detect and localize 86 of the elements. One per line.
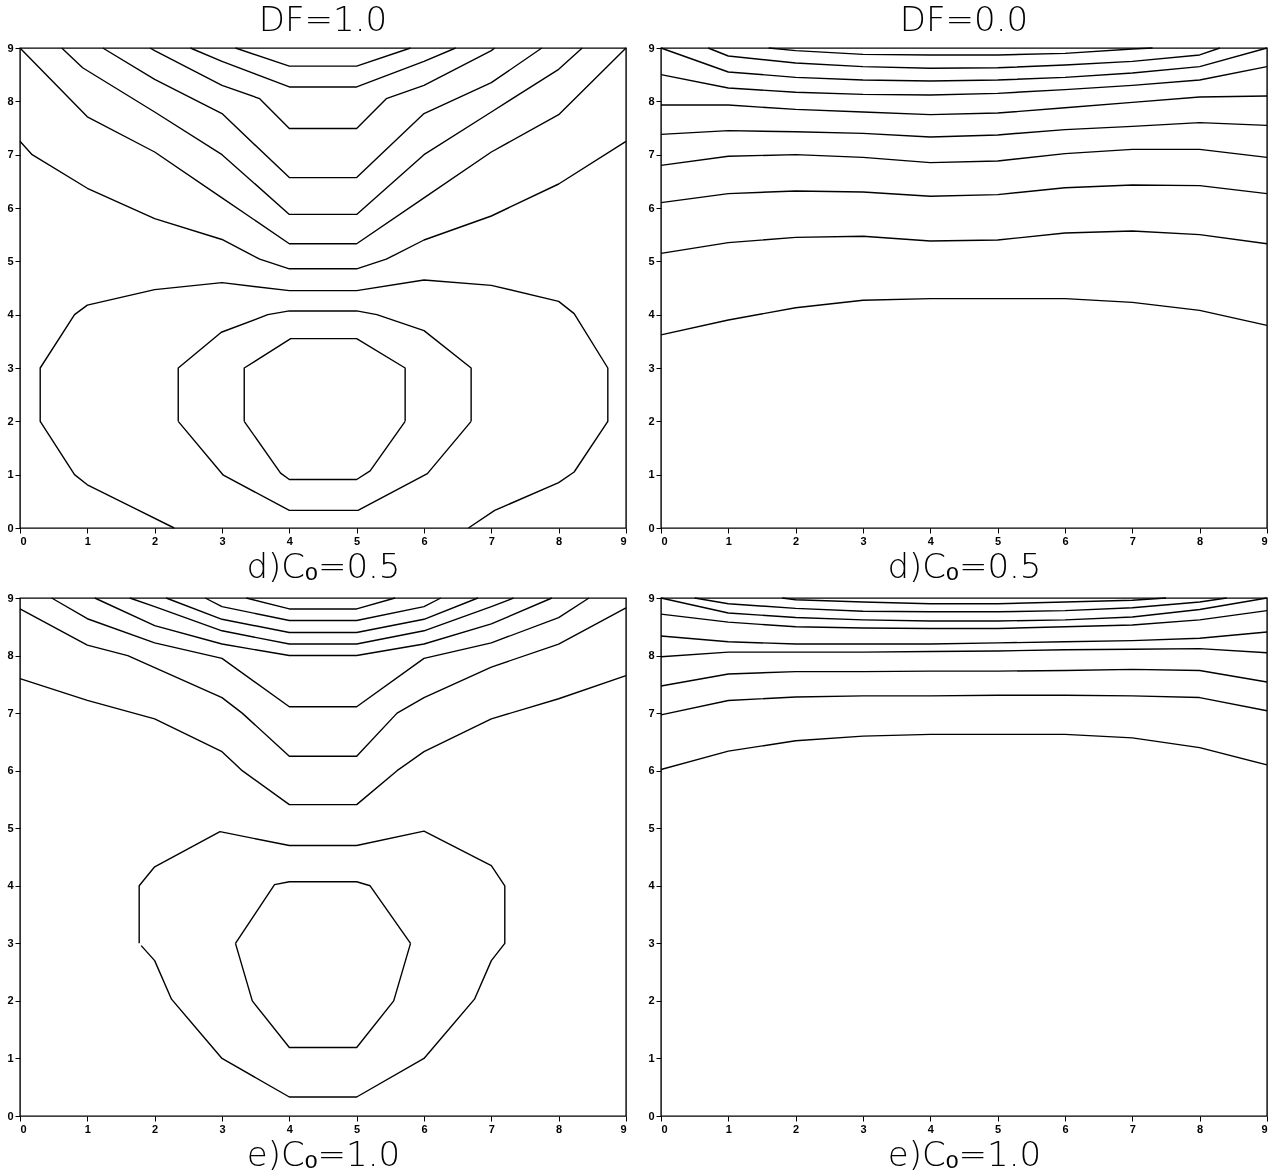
x-tick-label: 0	[661, 1122, 668, 1135]
x-tick-label: 3	[860, 534, 867, 547]
y-tick-label: 0	[7, 1109, 14, 1122]
x-tick-label: 7	[488, 534, 495, 547]
x-tick-label: 3	[860, 1122, 867, 1135]
y-tick-label: 8	[648, 94, 655, 107]
x-axis-title: e)Cₒ=1.0	[887, 1133, 1042, 1174]
y-tick-label: 8	[648, 649, 655, 662]
y-tick-label: 9	[7, 41, 14, 54]
y-tick-label: 7	[7, 148, 14, 161]
x-tick-label: 0	[20, 534, 27, 547]
y-tick-label: 0	[7, 521, 14, 534]
x-tick-label: 6	[1062, 534, 1069, 547]
x-tick-label: 0	[20, 1122, 27, 1135]
y-tick-label: 1	[648, 1051, 655, 1064]
y-tick-label: 9	[7, 591, 14, 604]
x-axis-title: d)Cₒ=0.5	[887, 545, 1042, 586]
x-tick-label: 8	[1197, 1122, 1204, 1135]
x-tick-label: 9	[1261, 534, 1268, 547]
x-tick-label: 5	[995, 534, 1002, 547]
y-tick-label: 7	[648, 148, 655, 161]
x-tick-label: 6	[421, 1122, 428, 1135]
y-tick-label: 1	[648, 468, 655, 481]
y-tick-label: 8	[7, 649, 14, 662]
y-tick-label: 5	[648, 821, 655, 834]
x-tick-label: 4	[286, 534, 294, 547]
y-tick-label: 6	[648, 764, 655, 777]
x-tick-label: 9	[620, 1122, 627, 1135]
x-tick-label: 5	[354, 1122, 361, 1135]
y-tick-label: 8	[7, 94, 14, 107]
x-tick-label: 5	[995, 1122, 1002, 1135]
y-tick-label: 3	[648, 936, 655, 949]
x-tick-label: 4	[927, 534, 935, 547]
x-tick-label: 3	[219, 1122, 226, 1135]
y-tick-label: 3	[7, 936, 14, 949]
x-tick-label: 6	[1062, 1122, 1069, 1135]
x-tick-label: 2	[793, 1122, 800, 1135]
y-tick-label: 1	[7, 468, 14, 481]
y-tick-label: 7	[7, 706, 14, 719]
x-axis-title: e)Cₒ=1.0	[246, 1133, 401, 1174]
y-tick-label: 3	[7, 361, 14, 374]
x-tick-label: 1	[84, 1122, 91, 1135]
y-tick-label: 2	[648, 994, 655, 1007]
x-tick-label: 5	[354, 534, 361, 547]
y-tick-label: 4	[648, 308, 656, 321]
y-tick-label: 7	[648, 706, 655, 719]
y-tick-label: 0	[648, 1109, 655, 1122]
y-tick-label: 4	[7, 879, 15, 892]
y-tick-label: 6	[7, 201, 14, 214]
y-tick-label: 2	[7, 994, 14, 1007]
x-tick-label: 7	[488, 1122, 495, 1135]
y-tick-label: 2	[7, 414, 14, 427]
y-tick-label: 0	[648, 521, 655, 534]
chart-title: DF=1.0	[258, 0, 388, 39]
x-tick-label: 8	[1197, 534, 1204, 547]
x-tick-label: 0	[661, 534, 668, 547]
x-tick-label: 7	[1129, 534, 1136, 547]
x-tick-label: 7	[1129, 1122, 1136, 1135]
x-tick-label: 8	[556, 1122, 563, 1135]
x-tick-label: 9	[1261, 1122, 1268, 1135]
x-tick-label: 1	[725, 534, 732, 547]
y-tick-label: 1	[7, 1051, 14, 1064]
x-tick-label: 8	[556, 534, 563, 547]
y-tick-label: 3	[648, 361, 655, 374]
x-tick-label: 4	[927, 1122, 935, 1135]
chart-title: DF=0.0	[899, 0, 1029, 39]
y-tick-label: 6	[648, 201, 655, 214]
y-tick-label: 2	[648, 414, 655, 427]
x-tick-label: 9	[620, 534, 627, 547]
y-tick-label: 5	[7, 254, 14, 267]
x-tick-label: 1	[84, 534, 91, 547]
y-tick-label: 5	[648, 254, 655, 267]
y-tick-label: 5	[7, 821, 14, 834]
y-tick-label: 4	[648, 879, 656, 892]
x-tick-label: 2	[152, 1122, 159, 1135]
y-tick-label: 6	[7, 764, 14, 777]
x-tick-label: 2	[152, 534, 159, 547]
x-tick-label: 2	[793, 534, 800, 547]
y-tick-label: 9	[648, 591, 655, 604]
y-tick-label: 9	[648, 41, 655, 54]
y-tick-label: 4	[7, 308, 15, 321]
x-tick-label: 6	[421, 534, 428, 547]
x-tick-label: 1	[725, 1122, 732, 1135]
x-axis-title: d)Cₒ=0.5	[246, 545, 401, 586]
x-tick-label: 4	[286, 1122, 294, 1135]
x-tick-label: 3	[219, 534, 226, 547]
